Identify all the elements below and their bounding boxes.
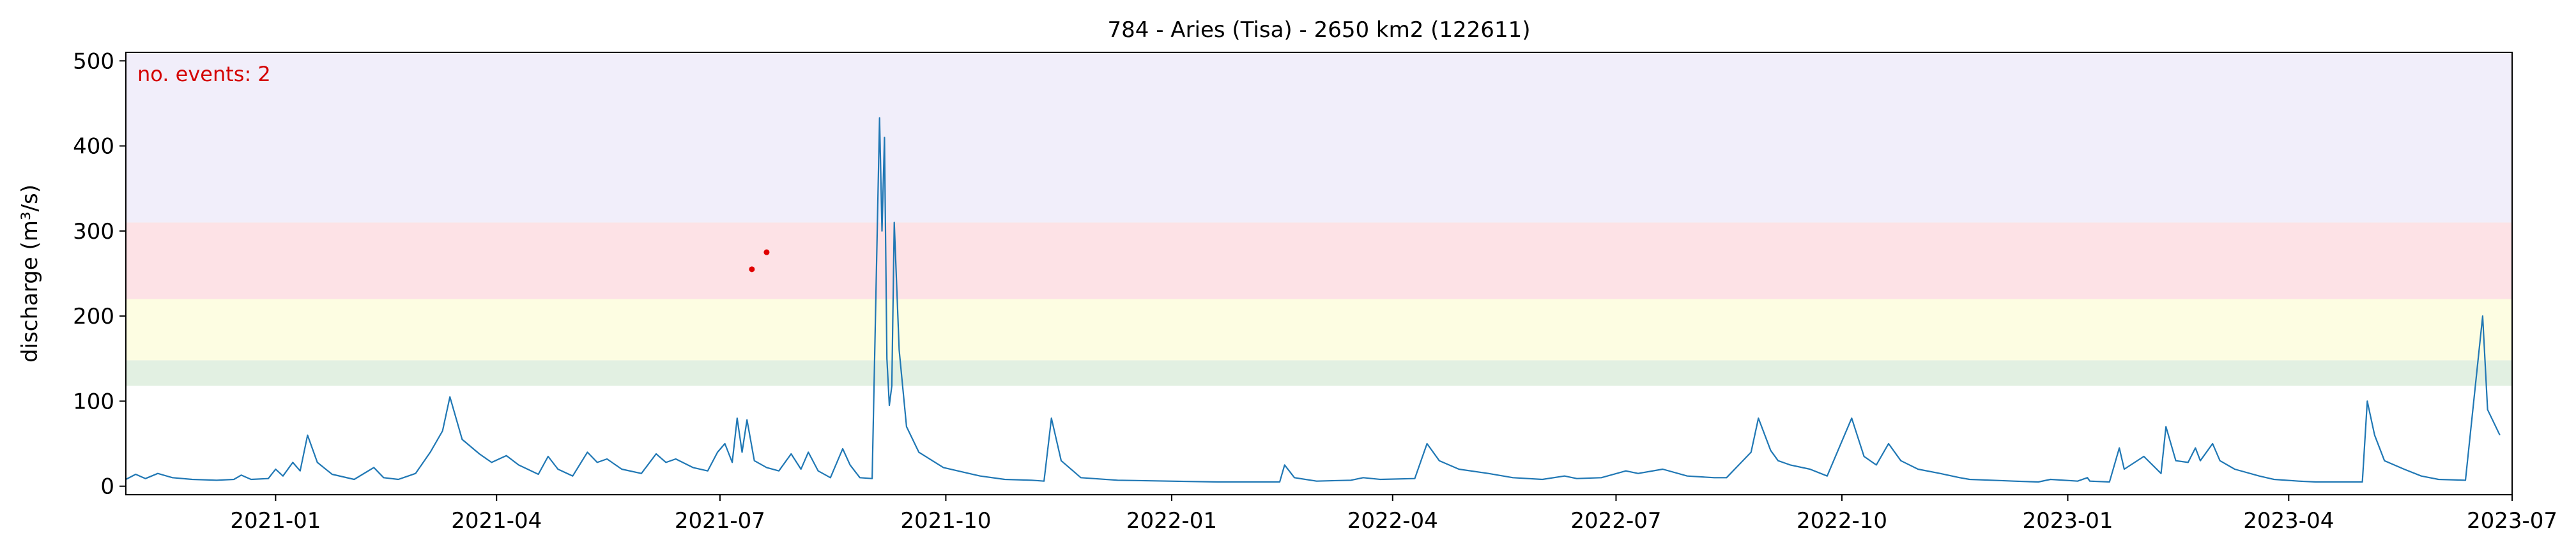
x-tick-label: 2022-04 <box>1347 508 1438 534</box>
y-axis: 0 100 200 300 400 500 <box>73 49 126 500</box>
x-tick-label: 2022-01 <box>1126 508 1217 534</box>
x-tick-label: 2021-10 <box>900 508 991 534</box>
threshold-band-1 <box>126 360 2512 386</box>
y-tick-label: 500 <box>73 49 114 74</box>
discharge-series-line <box>125 117 2501 483</box>
x-tick-label: 2022-10 <box>1797 508 1887 534</box>
event-markers <box>749 249 770 273</box>
threshold-band-4 <box>126 52 2512 223</box>
threshold-bands <box>126 52 2512 386</box>
x-tick-label: 2021-01 <box>230 508 321 534</box>
event-marker <box>763 249 770 255</box>
plot-frame <box>125 52 2513 495</box>
x-tick-label: 2021-04 <box>451 508 542 534</box>
y-tick-label: 400 <box>73 134 114 160</box>
x-axis: 2021-01 2021-04 2021-07 2021-10 2022-01 2022-… <box>230 495 2557 534</box>
y-tick-label: 100 <box>73 389 114 414</box>
y-tick-label: 200 <box>73 304 114 329</box>
y-tick-label: 0 <box>100 474 114 500</box>
x-tick-label: 2023-07 <box>2467 508 2557 534</box>
threshold-band-3 <box>126 222 2512 299</box>
y-tick-label: 300 <box>73 219 114 244</box>
chart-title: 784 - Aries (Tisa) - 2650 km2 (122611) <box>1108 17 1531 43</box>
events-count-annotation: no. events: 2 <box>137 62 271 86</box>
y-axis-label: discharge (m³/s) <box>17 184 43 363</box>
threshold-band-2 <box>126 299 2512 361</box>
x-tick-label: 2023-04 <box>2243 508 2334 534</box>
x-tick-label: 2022-07 <box>1570 508 1661 534</box>
event-marker <box>749 266 755 273</box>
x-tick-label: 2021-07 <box>675 508 765 534</box>
x-tick-label: 2023-01 <box>2022 508 2113 534</box>
